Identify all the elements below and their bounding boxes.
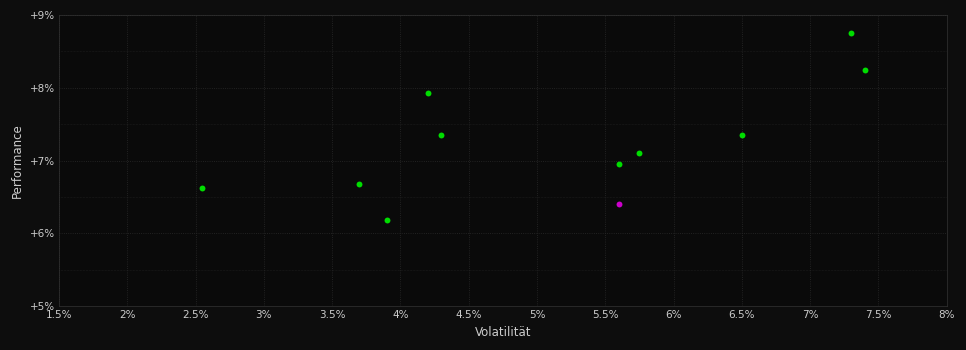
Point [611,202,627,207]
Point [352,181,367,187]
Point [857,67,872,72]
Point [611,161,627,167]
Point [843,30,859,36]
Point [734,132,750,138]
Y-axis label: Performance: Performance [12,123,24,198]
Point [379,217,394,223]
Point [194,185,210,190]
Point [434,132,449,138]
Point [632,150,647,156]
Point [420,90,436,96]
X-axis label: Volatilität: Volatilität [474,326,531,339]
